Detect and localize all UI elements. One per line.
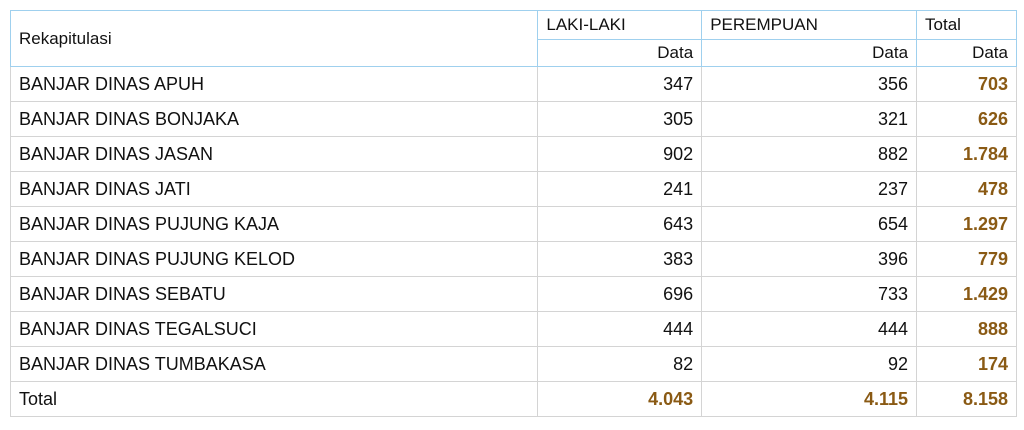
group-header: Total	[916, 10, 1017, 40]
value-cell: 4.043	[537, 381, 703, 417]
value-cell: 321	[701, 101, 918, 137]
data-row: BANJAR DINAS TUMBAKASA 82 92 174	[9, 346, 1017, 382]
total-row: Total 4.043 4.115 8.158	[9, 381, 1017, 417]
value-cell: 237	[701, 171, 918, 207]
table-header: Rekapitulasi LAKI-LAKI PEREMPUAN Total D…	[9, 10, 1017, 67]
data-row: BANJAR DINAS JASAN 902 882 1.784	[9, 136, 1017, 172]
name-cell: BANJAR DINAS APUH	[9, 66, 539, 102]
header-row: Rekapitulasi LAKI-LAKI PEREMPUAN Total	[9, 10, 1017, 67]
sub-header: Data	[916, 39, 1017, 67]
value-cell: 478	[916, 171, 1017, 207]
value-cell: 733	[701, 276, 918, 312]
value-cell: 888	[916, 311, 1017, 347]
data-row: BANJAR DINAS JATI 241 237 478	[9, 171, 1017, 207]
sub-header: Data	[537, 39, 703, 67]
recap-table: Rekapitulasi LAKI-LAKI PEREMPUAN Total D…	[9, 10, 1017, 417]
data-row: BANJAR DINAS PUJUNG KAJA 643 654 1.297	[9, 206, 1017, 242]
value-cell: 444	[701, 311, 918, 347]
name-cell: BANJAR DINAS BONJAKA	[9, 101, 539, 137]
header-label: Rekapitulasi	[9, 10, 539, 67]
sub-header: Data	[701, 39, 918, 67]
value-cell: 882	[701, 136, 918, 172]
data-row: BANJAR DINAS TEGALSUCI 444 444 888	[9, 311, 1017, 347]
value-cell: 241	[537, 171, 703, 207]
value-cell: 92	[701, 346, 918, 382]
value-cell: 8.158	[916, 381, 1017, 417]
data-row: BANJAR DINAS APUH 347 356 703	[9, 66, 1017, 102]
value-cell: 696	[537, 276, 703, 312]
value-cell: 902	[537, 136, 703, 172]
value-cell: 4.115	[701, 381, 918, 417]
data-row: BANJAR DINAS SEBATU 696 733 1.429	[9, 276, 1017, 312]
value-cell: 1.297	[916, 206, 1017, 242]
name-cell: BANJAR DINAS SEBATU	[9, 276, 539, 312]
name-cell: Total	[9, 381, 539, 417]
name-cell: BANJAR DINAS PUJUNG KAJA	[9, 206, 539, 242]
value-cell: 444	[537, 311, 703, 347]
value-cell: 174	[916, 346, 1017, 382]
name-cell: BANJAR DINAS TEGALSUCI	[9, 311, 539, 347]
value-cell: 626	[916, 101, 1017, 137]
name-cell: BANJAR DINAS JASAN	[9, 136, 539, 172]
group-header: LAKI-LAKI	[537, 10, 703, 40]
value-cell: 643	[537, 206, 703, 242]
value-cell: 383	[537, 241, 703, 277]
header-row: Data Data Data	[11, 39, 1017, 67]
value-cell: 1.429	[916, 276, 1017, 312]
value-cell: 396	[701, 241, 918, 277]
name-cell: BANJAR DINAS PUJUNG KELOD	[9, 241, 539, 277]
value-cell: 356	[701, 66, 918, 102]
name-cell: BANJAR DINAS TUMBAKASA	[9, 346, 539, 382]
value-cell: 779	[916, 241, 1017, 277]
table-body: BANJAR DINAS APUH 347 356 703 BANJAR DINAS B…	[9, 66, 1017, 417]
value-cell: 1.784	[916, 136, 1017, 172]
group-header: PEREMPUAN	[701, 10, 918, 40]
data-row: BANJAR DINAS BONJAKA 305 321 626	[9, 101, 1017, 137]
data-row: BANJAR DINAS PUJUNG KELOD 383 396 779	[9, 241, 1017, 277]
value-cell: 82	[537, 346, 703, 382]
name-cell: BANJAR DINAS JATI	[9, 171, 539, 207]
value-cell: 347	[537, 66, 703, 102]
value-cell: 654	[701, 206, 918, 242]
value-cell: 305	[537, 101, 703, 137]
value-cell: 703	[916, 66, 1017, 102]
